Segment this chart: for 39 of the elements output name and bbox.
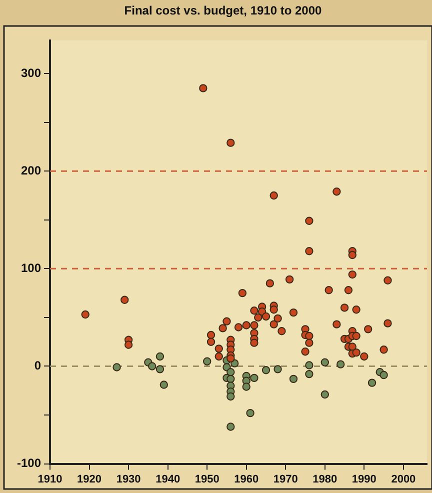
point: [246, 408, 254, 418]
y-tick-label: 200: [20, 163, 42, 178]
x-tick-label: 1950: [194, 473, 220, 486]
point: [112, 363, 121, 372]
point: [320, 390, 329, 399]
y-tick-label: -100: [16, 456, 42, 470]
point: [202, 357, 212, 366]
point: [262, 366, 270, 374]
point: [242, 382, 250, 391]
y-tick-label: 100: [20, 260, 42, 275]
point: [226, 374, 235, 384]
y-tick-label: 300: [20, 66, 42, 80]
point: [156, 365, 164, 374]
point: [160, 380, 168, 389]
x-tick-label: 2000: [391, 473, 416, 486]
point: [226, 392, 235, 401]
point: [156, 352, 164, 361]
x-tick-label: 1970: [273, 473, 298, 486]
x-tick-label: 1920: [77, 473, 102, 486]
point: [289, 374, 298, 384]
point: [320, 358, 329, 366]
point: [305, 370, 314, 378]
point: [226, 368, 235, 376]
point: [148, 362, 156, 370]
point: [274, 365, 282, 374]
x-tick-label: 1990: [352, 473, 376, 486]
x-tick-label: 1930: [116, 473, 141, 486]
x-tick-label: 1980: [312, 473, 338, 486]
point: [250, 374, 258, 382]
point: [380, 370, 388, 380]
point: [368, 378, 376, 387]
x-tick-label: 1910: [38, 473, 62, 486]
y-tick-label: 0: [34, 358, 42, 373]
point: [305, 361, 314, 370]
x-tick-label: 1940: [156, 473, 180, 486]
point: [226, 422, 235, 431]
point: [336, 360, 345, 368]
x-tick-label: 1960: [234, 473, 259, 486]
chart-title: Final cost vs. budget, 1910 to 2000: [124, 4, 322, 18]
